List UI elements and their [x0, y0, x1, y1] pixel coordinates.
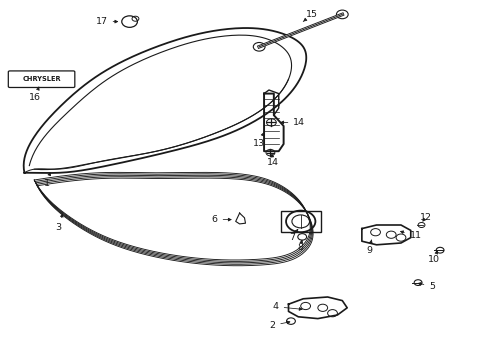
Text: 3: 3 — [56, 214, 63, 232]
Text: 5: 5 — [417, 282, 434, 291]
Text: 6: 6 — [211, 215, 231, 224]
Text: 16: 16 — [29, 87, 41, 102]
Text: 2: 2 — [269, 321, 289, 330]
Text: 14: 14 — [266, 154, 278, 167]
Text: 17: 17 — [95, 17, 118, 26]
Text: 14: 14 — [280, 118, 305, 127]
Text: 4: 4 — [272, 302, 302, 311]
Text: 13: 13 — [253, 133, 264, 148]
Bar — [281, 211, 321, 232]
Text: 12: 12 — [419, 213, 431, 222]
Text: 10: 10 — [427, 251, 439, 264]
Text: 7: 7 — [289, 229, 297, 242]
Text: 15: 15 — [303, 10, 317, 22]
Text: CHRYSLER: CHRYSLER — [22, 76, 61, 82]
Text: 11: 11 — [400, 231, 421, 240]
Text: 9: 9 — [366, 240, 371, 255]
Text: 1: 1 — [43, 173, 50, 188]
Text: 8: 8 — [297, 240, 303, 252]
